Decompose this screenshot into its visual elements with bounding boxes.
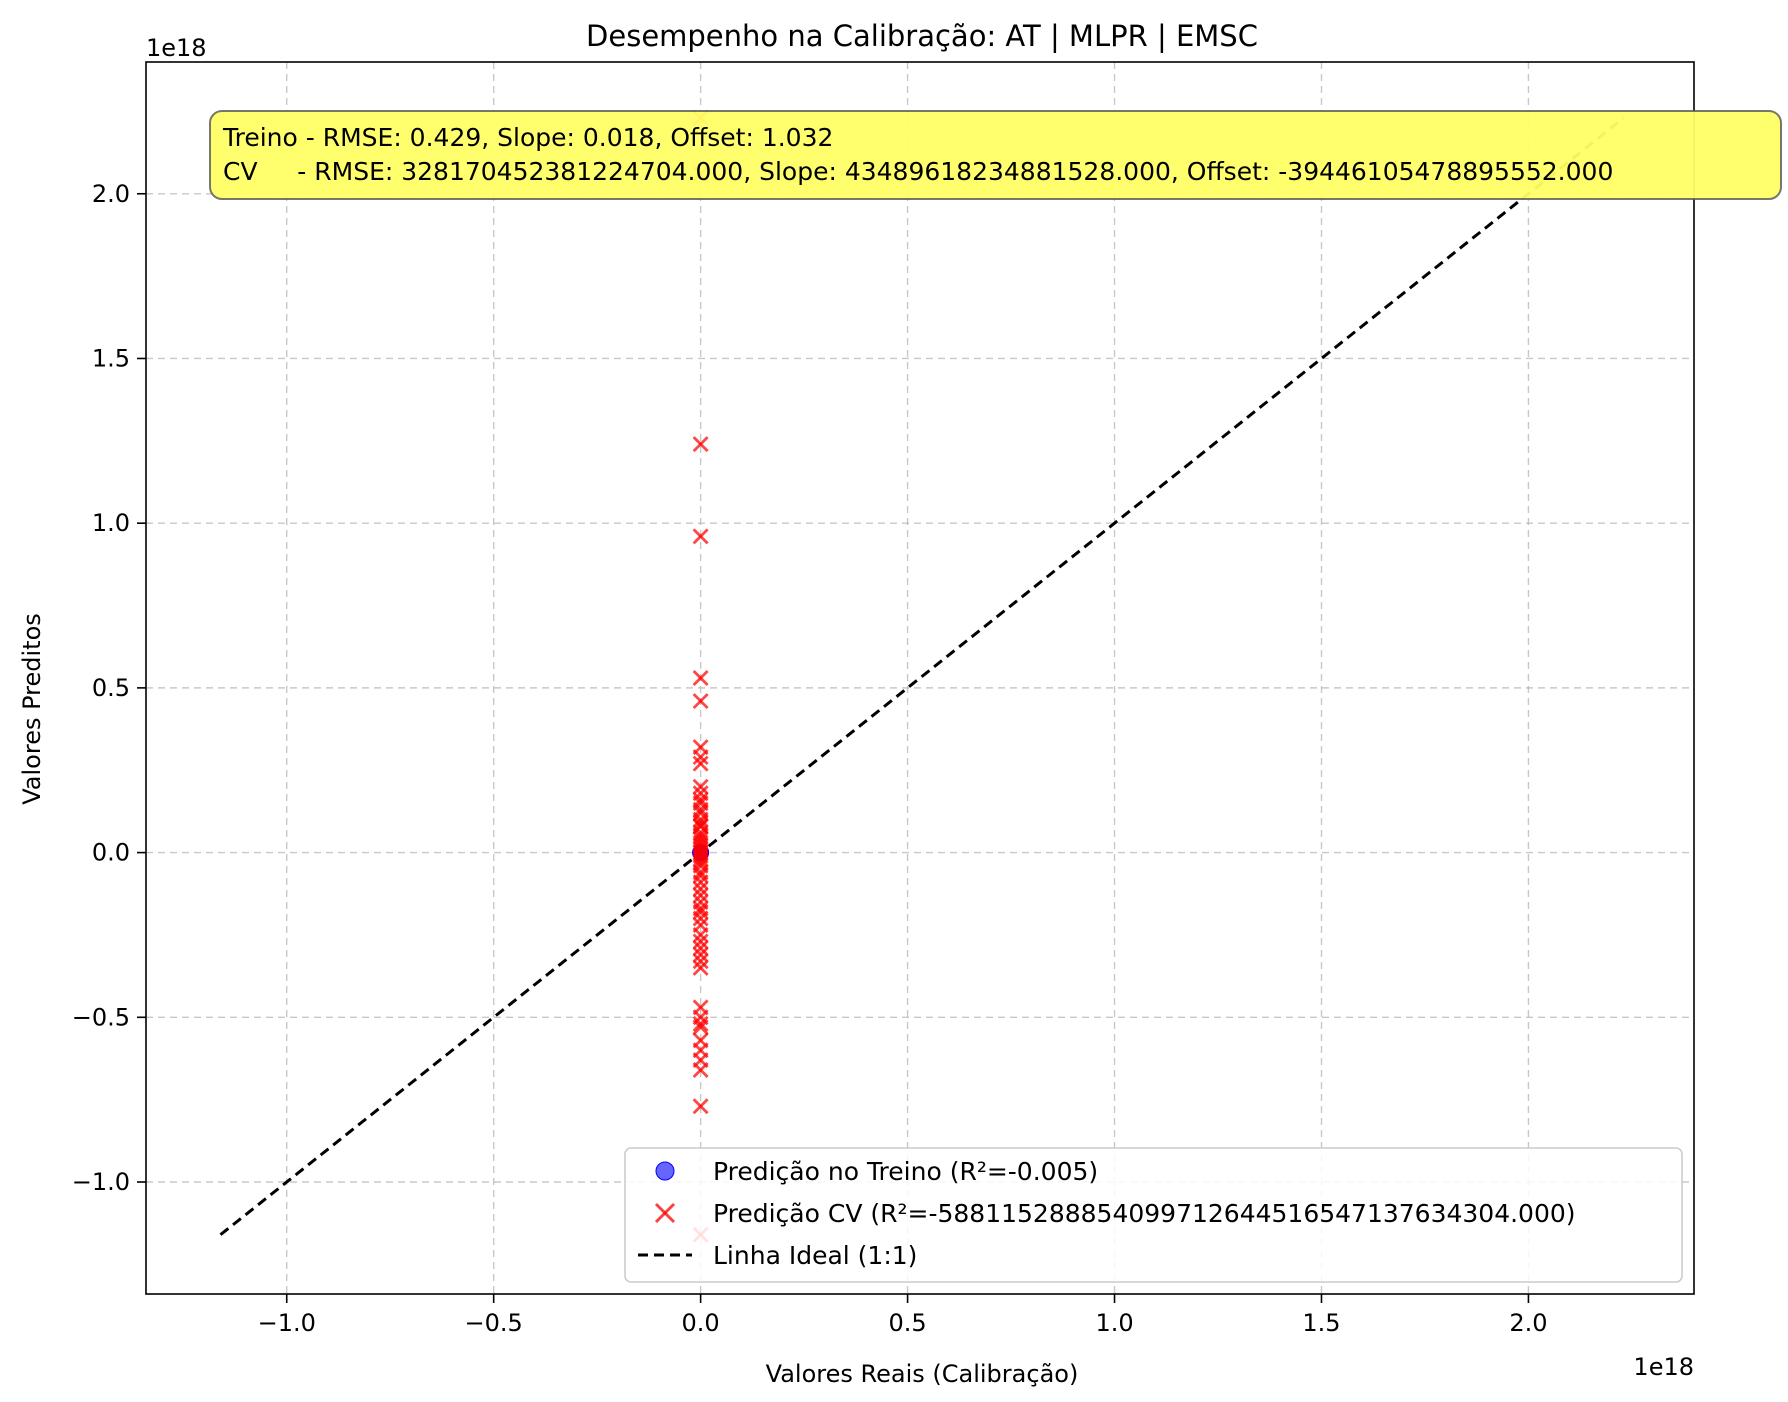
- x-tick-label: −0.5: [465, 1309, 523, 1337]
- chart-title: Desempenho na Calibração: AT | MLPR | EM…: [586, 19, 1258, 53]
- legend-ideal-line-label: Linha Ideal (1:1): [713, 1241, 917, 1270]
- ideal-line: [219, 116, 1625, 1236]
- annotation-train-line: Treino - RMSE: 0.429, Slope: 0.018, Offs…: [222, 123, 833, 152]
- cv-point: [692, 693, 709, 710]
- cv-point: [692, 940, 709, 957]
- cv-point: [692, 1098, 709, 1115]
- x-tick-label: 2.0: [1509, 1309, 1547, 1337]
- cv-point: [692, 778, 709, 795]
- y-tick-label: −1.0: [72, 1168, 130, 1196]
- cv-point: [692, 953, 709, 970]
- legend-frame: [624, 1147, 1683, 1283]
- ideal-line-layer: [219, 116, 1625, 1236]
- cv-point: [692, 933, 709, 950]
- legend: Predição no Treino (R²=-0.005) Predição …: [624, 1147, 1683, 1283]
- points-layer: [692, 110, 710, 1243]
- cv-point: [692, 887, 709, 904]
- cv-point: [692, 946, 709, 963]
- x-axis-label: Valores Reais (Calibração): [766, 1360, 1079, 1388]
- x-tick-label: 0.0: [682, 1309, 720, 1337]
- cv-point: [692, 811, 709, 828]
- cv-point: [692, 1015, 709, 1032]
- cv-point: [692, 880, 709, 897]
- cv-point: [692, 749, 709, 766]
- x-offset-text: 1e18: [1633, 1353, 1694, 1381]
- cv-point: [692, 910, 709, 927]
- cv-point: [692, 670, 709, 686]
- cv-point: [692, 818, 709, 835]
- y-tick-label: 2.0: [92, 180, 130, 208]
- cv-point: [692, 1062, 709, 1078]
- y-axis-label: Valores Preditos: [18, 613, 46, 805]
- y-offset-text: 1e18: [146, 34, 207, 62]
- legend-train-marker: [655, 1161, 675, 1181]
- cv-point: [692, 874, 709, 891]
- x-tick-label: 1.5: [1302, 1309, 1340, 1337]
- x-tick-label: −1.0: [258, 1309, 316, 1337]
- x-tick-label: 1.0: [1095, 1309, 1133, 1337]
- cv-point: [692, 1019, 709, 1036]
- cv-point: [692, 959, 709, 976]
- annotation-cv-line: CV - RMSE: 328170452381224704.000, Slope…: [223, 157, 1613, 186]
- cv-point: [692, 528, 709, 545]
- legend-train-label: Predição no Treino (R²=-0.005): [713, 1157, 1098, 1186]
- cv-point: [692, 926, 709, 943]
- annotation-background: [209, 110, 1782, 200]
- y-tick-label: 1.0: [92, 509, 130, 537]
- ticks-layer: −1.0 −0.5 0.0 0.5 1.0 1.5 2.0 −1.0 −0.5 0.0 0.5 1.0…: [72, 180, 1548, 1337]
- plot-frame: [145, 61, 1695, 1295]
- x-tick-label: 0.5: [888, 1309, 926, 1337]
- legend-cv-label: Predição CV (R²=-58811528885409971264451…: [713, 1199, 1576, 1228]
- cv-point: [692, 903, 709, 920]
- cv-point: [692, 867, 709, 884]
- legend-cv-marker: [654, 1202, 676, 1224]
- y-tick-label: 0.5: [92, 674, 130, 702]
- cv-point: [692, 851, 709, 868]
- cv-point: [692, 436, 709, 453]
- cv-point: [692, 755, 709, 772]
- y-tick-label: −0.5: [72, 1003, 130, 1031]
- annotation-box: Treino - RMSE: 0.429, Slope: 0.018, Offs…: [209, 110, 1782, 200]
- y-tick-label: 1.5: [92, 344, 130, 372]
- y-tick-label: 0.0: [92, 839, 130, 867]
